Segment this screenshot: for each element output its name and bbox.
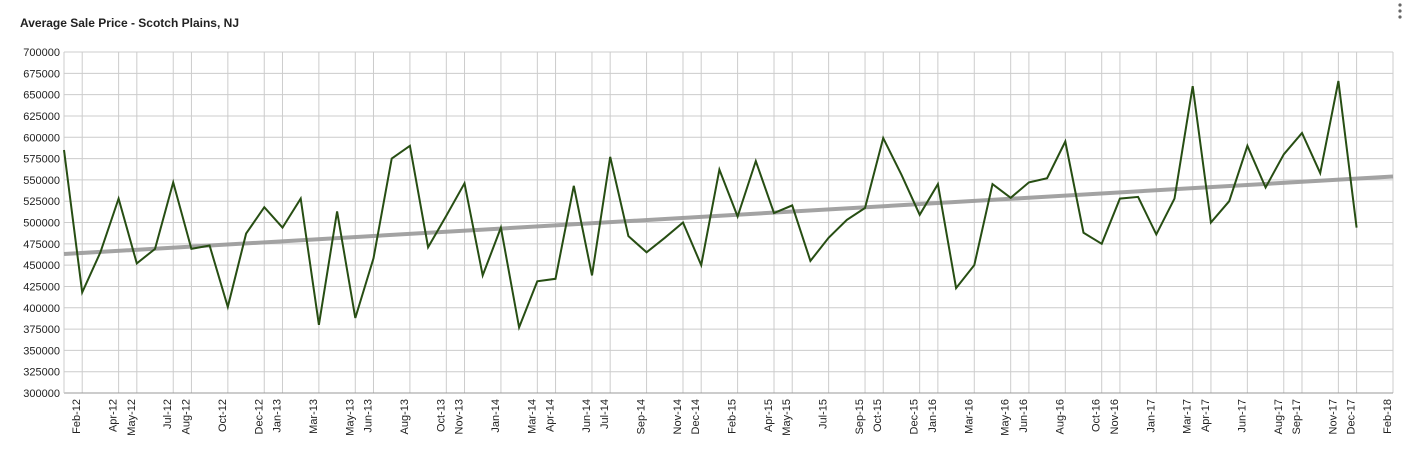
y-tick-label: 550000 — [23, 175, 60, 187]
y-tick-label: 350000 — [23, 345, 60, 357]
y-tick-label: 600000 — [23, 132, 60, 144]
x-tick-label: Jun-17 — [1236, 399, 1248, 433]
x-tick-label: Dec-15 — [909, 399, 921, 434]
y-tick-label: 325000 — [23, 367, 60, 379]
x-tick-label: Jan-17 — [1145, 399, 1157, 433]
x-tick-label: Nov-13 — [454, 399, 466, 434]
menu-dot[interactable] — [1398, 3, 1402, 7]
y-tick-label: 400000 — [23, 303, 60, 315]
x-tick-label: Oct-12 — [217, 399, 229, 432]
menu-icon[interactable] — [1398, 3, 1402, 19]
chart-title: Average Sale Price - Scotch Plains, NJ — [20, 16, 239, 30]
y-tick-label: 300000 — [23, 388, 60, 400]
x-tick-label: Aug-16 — [1054, 399, 1066, 434]
x-tick-label: Apr-17 — [1200, 399, 1212, 432]
x-tick-label: Oct-15 — [872, 399, 884, 432]
y-tick-label: 450000 — [23, 260, 60, 272]
x-tick-label: Oct-16 — [1091, 399, 1103, 432]
x-tick-label: May-12 — [126, 399, 138, 436]
x-tick-label: May-15 — [781, 399, 793, 436]
x-tick-label: Apr-12 — [108, 399, 120, 432]
x-tick-label: Feb-12 — [71, 399, 83, 434]
y-tick-label: 500000 — [23, 218, 60, 230]
x-tick-label: Aug-13 — [399, 399, 411, 434]
x-tick-label: Mar-16 — [963, 399, 975, 434]
x-tick-label: Jan-13 — [271, 399, 283, 433]
y-tick-label: 375000 — [23, 324, 60, 336]
x-tick-label: Mar-13 — [308, 399, 320, 434]
x-tick-label: Jun-13 — [362, 399, 374, 433]
x-tick-label: Dec-14 — [690, 399, 702, 434]
x-tick-label: Feb-15 — [727, 399, 739, 434]
x-tick-label: Dec-12 — [253, 399, 265, 434]
x-tick-label: Sep-17 — [1291, 399, 1303, 434]
x-tick-label: May-16 — [1000, 399, 1012, 436]
x-tick-label: Jun-14 — [581, 399, 593, 433]
y-tick-label: 525000 — [23, 196, 60, 208]
x-tick-label: Jan-16 — [927, 399, 939, 433]
y-tick-label: 700000 — [23, 47, 60, 59]
x-tick-label: Nov-14 — [672, 399, 684, 434]
y-tick-label: 625000 — [23, 111, 60, 123]
x-tick-label: Mar-14 — [526, 399, 538, 434]
x-tick-label: Mar-17 — [1182, 399, 1194, 434]
x-tick-label: Oct-13 — [435, 399, 447, 432]
x-tick-label: Aug-17 — [1273, 399, 1285, 434]
x-tick-label: Jul-14 — [599, 399, 611, 429]
x-tick-label: Jun-16 — [1018, 399, 1030, 433]
trend-line — [63, 174, 1394, 257]
x-tick-label: Jul-12 — [162, 399, 174, 429]
y-tick-label: 575000 — [23, 154, 60, 166]
x-tick-label: Aug-12 — [180, 399, 192, 434]
x-tick-label: Nov-16 — [1109, 399, 1121, 434]
x-tick-label: Apr-14 — [545, 399, 557, 432]
x-tick-label: Feb-18 — [1382, 399, 1394, 434]
y-tick-label: 675000 — [23, 68, 60, 80]
x-tick-label: Jul-15 — [818, 399, 830, 429]
y-tick-label: 425000 — [23, 281, 60, 293]
data-line — [63, 80, 1358, 332]
x-tick-label: Apr-15 — [763, 399, 775, 432]
x-tick-label: Jan-14 — [490, 399, 502, 433]
x-tick-label: Sep-14 — [636, 399, 648, 434]
menu-dot[interactable] — [1398, 15, 1402, 19]
x-tick-label: Nov-17 — [1327, 399, 1339, 434]
y-tick-label: 650000 — [23, 90, 60, 102]
menu-dot[interactable] — [1398, 9, 1402, 13]
x-tick-label: May-13 — [344, 399, 356, 436]
y-tick-label: 475000 — [23, 239, 60, 251]
x-tick-label: Dec-17 — [1346, 399, 1358, 434]
x-tick-label: Sep-15 — [854, 399, 866, 434]
